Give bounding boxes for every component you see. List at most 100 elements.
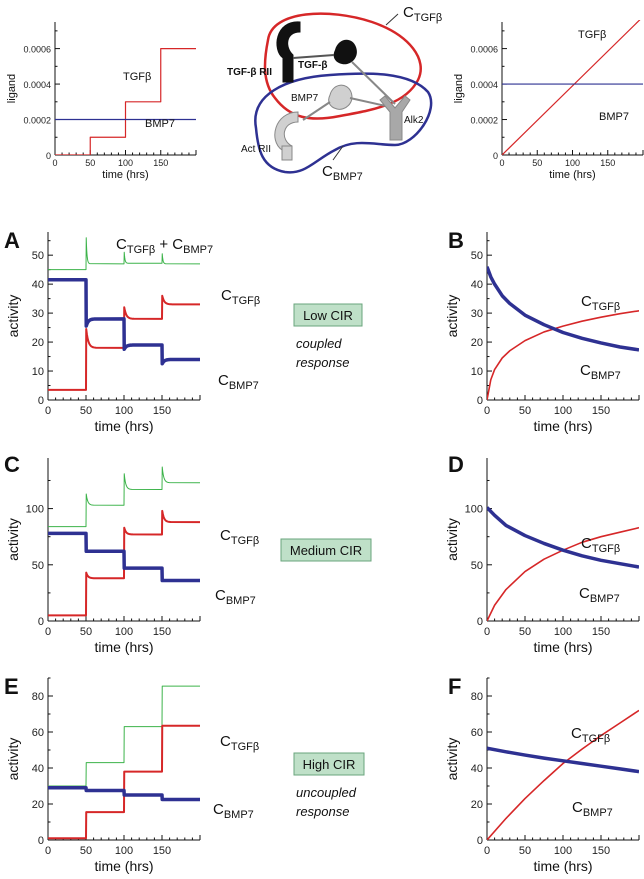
- x-axis-label: time (hrs): [533, 418, 592, 434]
- c-bmp-label: CBMP7: [322, 163, 363, 183]
- y-tick-label: 0: [477, 616, 483, 628]
- series-line-tgf: [48, 724, 200, 840]
- note-coupled-2: response: [296, 355, 349, 370]
- c-letter: C: [572, 799, 583, 816]
- c-tgf-label: CTGFβ: [403, 4, 442, 24]
- y-tick-label: 0: [38, 395, 44, 407]
- series-line-bmp: [487, 746, 639, 774]
- y-axis-label: activity: [5, 518, 21, 561]
- c-subscript: BMP7: [226, 595, 256, 607]
- b-tgf-label: CTGFβ: [581, 293, 620, 313]
- chart-input-right: 0 50 100 150 0 0.0002 0.0004 0.0006 time (hrs) li…: [453, 20, 644, 181]
- y-tick-label: 80: [32, 691, 44, 703]
- y-tick-label: 0.0006: [23, 45, 51, 55]
- y-tick-label: 0.0004: [23, 80, 51, 90]
- y-tick-label: 100: [26, 504, 44, 516]
- note-coupled-1: coupled: [296, 336, 342, 351]
- series-group: [487, 266, 639, 400]
- cir-text-high: High CIR: [303, 757, 356, 772]
- c-letter: C: [571, 725, 582, 742]
- x-tick-label: 100: [554, 845, 572, 857]
- c-tgf-label: CTGFβ: [220, 527, 259, 547]
- x-axis-label: time (hrs): [94, 639, 153, 655]
- f-bmp-label: CBMP7: [572, 799, 613, 819]
- y-tick-label: 10: [32, 366, 44, 378]
- y-tick-label: 0: [477, 835, 483, 847]
- y-axis-label: ligand: [6, 74, 18, 103]
- y-tick-label: 0: [38, 616, 44, 628]
- y-tick-label: 50: [32, 560, 44, 572]
- cir-box-low: [293, 303, 363, 327]
- c-letter: C: [213, 801, 224, 818]
- c-tgf-pointer: [385, 13, 399, 26]
- note-uncoupled-1: uncoupled: [296, 785, 357, 800]
- e-bmp-label: CBMP7: [213, 801, 254, 821]
- x-axis-label: time (hrs): [94, 418, 153, 434]
- y-tick-label: 50: [471, 250, 483, 262]
- c-subscript: TGFβ: [592, 543, 620, 555]
- panel-letter-A: A: [4, 228, 20, 253]
- series-line-tgf: [48, 294, 200, 391]
- series-group: [487, 709, 639, 840]
- series-line-tgf: [48, 509, 200, 617]
- label-bmp7: BMP7: [291, 93, 319, 104]
- c-subscript: BMP7: [583, 807, 613, 819]
- c-subscript: TGFβ: [232, 295, 260, 307]
- y-axis-label: activity: [444, 295, 460, 338]
- series-line-bmp: [487, 506, 639, 569]
- label-actrii: Act RII: [241, 144, 271, 155]
- chart-E: 0 50 100 150 0 20 40 60 80 time (hrs) activity E: [4, 674, 201, 874]
- y-tick-label: 20: [32, 799, 44, 811]
- c-tgf-outline: [263, 12, 422, 120]
- x-axis-label: time (hrs): [94, 858, 153, 874]
- series-line-sum: [48, 466, 200, 528]
- x-tick-label: 150: [592, 405, 610, 417]
- tgfb-ligand-shape: [333, 39, 357, 65]
- a-bmp-label: CBMP7: [218, 372, 259, 392]
- c-letter: C: [580, 362, 591, 379]
- x-tick-label: 0: [45, 845, 51, 857]
- x-tick-label: 50: [519, 845, 531, 857]
- cir-box-medium: [280, 538, 372, 562]
- x-tick-label: 50: [80, 405, 92, 417]
- y-tick-label: 40: [471, 279, 483, 291]
- e-tgf-label: CTGFβ: [220, 733, 259, 753]
- c-subscript: BMP7: [229, 380, 259, 392]
- x-tick-label: 50: [85, 158, 95, 168]
- d-tgf-label: CTGFβ: [581, 535, 620, 555]
- panel-letter-B: B: [448, 228, 464, 253]
- input-left-bmp-label: BMP7: [145, 118, 175, 130]
- x-tick-label: 150: [600, 158, 615, 168]
- c-letter: C: [218, 372, 229, 389]
- x-axis-label: time (hrs): [549, 169, 595, 181]
- panel-letter-D: D: [448, 452, 464, 477]
- y-tick-label: 0: [477, 395, 483, 407]
- y-tick-label: 80: [471, 691, 483, 703]
- series-group: [502, 20, 643, 155]
- x-tick-label: 0: [52, 158, 57, 168]
- y-tick-label: 50: [471, 560, 483, 572]
- y-tick-label: 0.0004: [470, 80, 498, 90]
- x-axis-label: time (hrs): [533, 639, 592, 655]
- series-group: [48, 466, 200, 617]
- x-tick-label: 50: [519, 626, 531, 638]
- y-axis-label: activity: [444, 518, 460, 561]
- x-tick-label: 150: [153, 158, 168, 168]
- series-group: [48, 685, 200, 840]
- cir-box-high: [293, 752, 365, 776]
- x-tick-label: 150: [592, 845, 610, 857]
- bmp7-ligand-shape: [328, 84, 353, 110]
- panel-letter-C: C: [4, 452, 20, 477]
- receptor-diagram: TGF-β RII TGF-β BMP7 Alk2 Act RII CTGFβ …: [227, 4, 442, 183]
- y-axis-label: ligand: [453, 74, 465, 103]
- x-axis-label: time (hrs): [102, 169, 148, 181]
- series-group: [48, 237, 200, 391]
- panel-letter-F: F: [448, 674, 461, 699]
- x-tick-label: 50: [519, 405, 531, 417]
- series-group: [55, 48, 196, 155]
- a-sum-label: CTGFβ + CBMP7: [116, 236, 213, 256]
- c-letter: C: [581, 293, 592, 310]
- a-tgf-label: CTGFβ: [221, 287, 260, 307]
